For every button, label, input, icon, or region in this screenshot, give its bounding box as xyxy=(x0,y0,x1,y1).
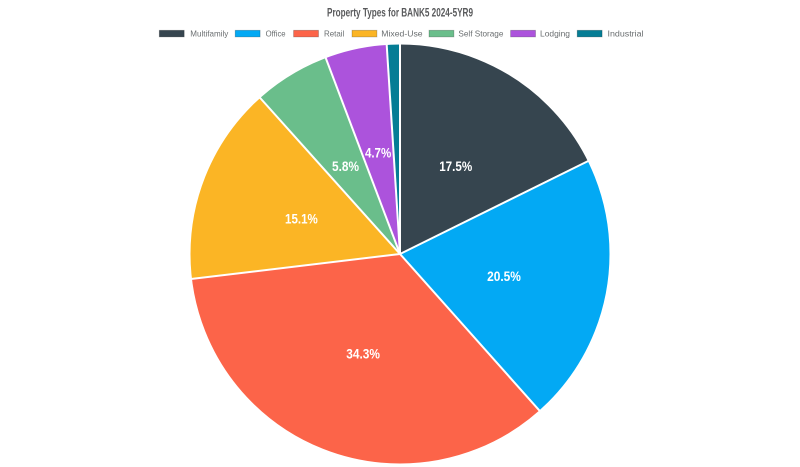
svg-text:Industrial: Industrial xyxy=(608,28,644,38)
svg-text:5.8%: 5.8% xyxy=(332,159,359,174)
svg-text:Property Types for BANK5 2024-: Property Types for BANK5 2024-5YR9 xyxy=(327,7,473,20)
svg-text:17.5%: 17.5% xyxy=(439,159,472,174)
svg-text:Lodging: Lodging xyxy=(540,28,570,38)
svg-text:34.3%: 34.3% xyxy=(346,347,380,362)
svg-text:20.5%: 20.5% xyxy=(487,269,521,284)
svg-text:Retail: Retail xyxy=(324,28,344,38)
svg-text:15.1%: 15.1% xyxy=(285,211,318,226)
svg-text:Multifamily: Multifamily xyxy=(190,28,229,38)
svg-text:Self Storage: Self Storage xyxy=(458,28,503,38)
svg-text:Office: Office xyxy=(266,28,286,38)
svg-text:Mixed-Use: Mixed-Use xyxy=(381,28,423,38)
svg-text:4.7%: 4.7% xyxy=(365,146,391,161)
